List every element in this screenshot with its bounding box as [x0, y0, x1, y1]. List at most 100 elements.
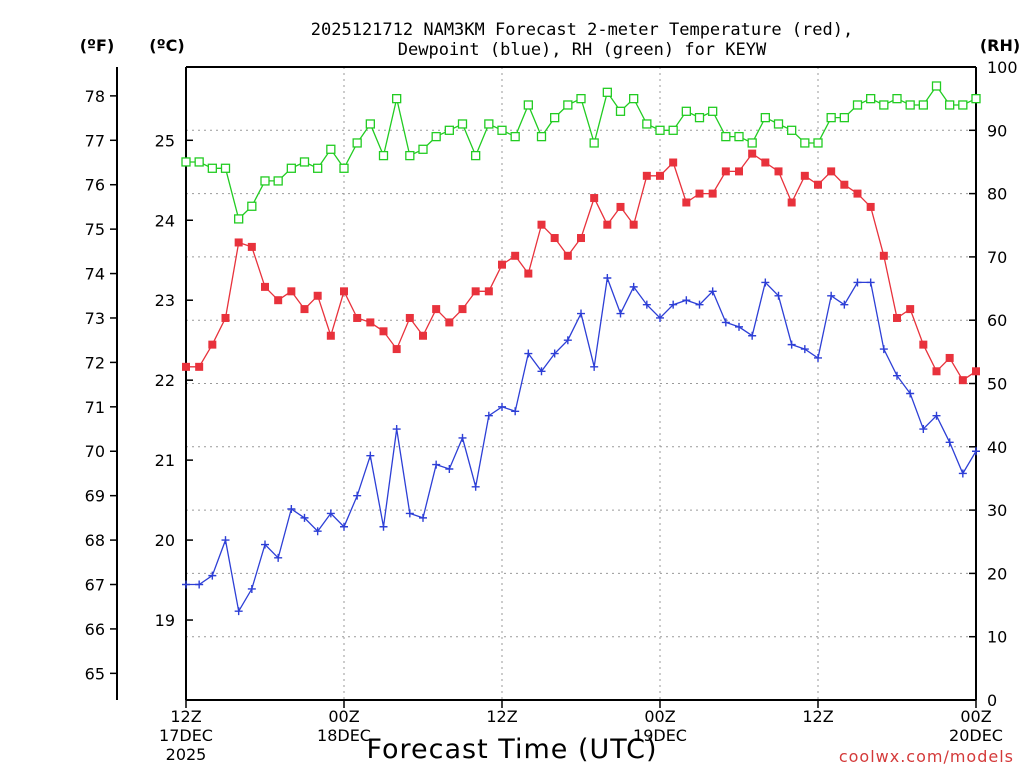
temperature-point [247, 242, 256, 251]
dewpoint-point [866, 278, 875, 287]
chart-title-line-2: Dewpoint (blue), RH (green) for KEYW [398, 40, 767, 60]
dewpoint-point [708, 287, 717, 296]
celsius-tick-label: 22 [155, 371, 175, 390]
rh-point [234, 214, 244, 224]
celsius-tick-label: 23 [155, 291, 175, 310]
rh-point [194, 157, 204, 167]
dewpoint-point [603, 274, 612, 282]
temperature-point [195, 362, 204, 371]
temperature-point [511, 251, 520, 260]
temperature-point [392, 345, 401, 354]
rh-point [326, 144, 336, 154]
dewpoint-point [958, 469, 967, 478]
dewpoint-point [972, 447, 980, 456]
fahrenheit-tick-label: 74 [85, 265, 105, 284]
temperature-point [524, 269, 533, 278]
rh-point [392, 94, 402, 104]
rh-point [418, 144, 428, 154]
dewpoint-point [590, 362, 599, 371]
rh-tick-label: 30 [987, 501, 1007, 520]
temperature-point [300, 305, 309, 314]
fahrenheit-tick-label: 75 [85, 220, 105, 239]
temperature-point [603, 220, 612, 229]
rh-point [471, 150, 481, 161]
rh-point [615, 106, 626, 116]
x-tick-label: 2025 [166, 745, 207, 764]
rh-tick-label: 80 [987, 185, 1007, 204]
rh-point [497, 125, 507, 135]
temperature-point [366, 318, 375, 327]
series-temperature [182, 149, 980, 385]
chart-axes [116, 66, 977, 701]
dewpoint-point [432, 460, 441, 469]
x-tick-label: 00Z [960, 707, 991, 726]
rh-point [365, 119, 375, 129]
dewpoint-point [787, 340, 796, 349]
x-tick-label: 20DEC [949, 726, 1003, 745]
dewpoint-point [405, 509, 414, 518]
temperature-point [814, 180, 822, 189]
temperature-point [616, 202, 625, 211]
dewpoint-point [392, 425, 401, 434]
temperature-point [577, 234, 585, 243]
temperature-point [800, 171, 809, 180]
temperature-point [879, 251, 888, 260]
temperature-point [669, 158, 678, 167]
dewpoint-point [840, 300, 849, 309]
rh-point [958, 100, 968, 110]
rh-point [655, 125, 665, 135]
dewpoint-point [313, 527, 322, 536]
temperature-point [761, 158, 770, 167]
x-tick-label: 18DEC [317, 726, 371, 745]
temperature-point [484, 287, 493, 296]
x-tick-label: 00Z [328, 707, 359, 726]
dewpoint-point [537, 367, 546, 376]
rh-tick-label: 100 [987, 58, 1018, 77]
temperature-point [326, 331, 335, 340]
rh-point [747, 138, 757, 148]
rh-point [905, 100, 915, 110]
temperature-point [313, 291, 322, 300]
dewpoint-point [300, 513, 309, 522]
temperature-point [932, 367, 941, 376]
dewpoint-point [208, 571, 217, 580]
temperature-point [774, 167, 783, 176]
rh-point [629, 94, 639, 104]
temperature-point [840, 180, 849, 189]
unit-rh-label: (RH) [980, 36, 1020, 55]
dewpoint-point [182, 580, 190, 589]
series-rh [181, 81, 981, 224]
rh-point [273, 176, 283, 186]
series-dewpoint [182, 274, 980, 616]
celsius-axis: 19 20 21 22 23 24 25 [155, 131, 193, 630]
temperature-point [182, 362, 190, 371]
x-tick-label: 12Z [170, 707, 201, 726]
temperature-point [735, 167, 743, 176]
rh-point [510, 131, 520, 142]
temperature-point [458, 305, 467, 314]
rh-point [760, 112, 770, 123]
dewpoint-point [261, 540, 269, 549]
dewpoint-point [498, 402, 506, 411]
rh-point [247, 201, 257, 211]
unit-fahrenheit-label: (ºF) [80, 36, 115, 55]
dewpoint-point [326, 509, 335, 518]
series-layer [181, 81, 981, 616]
temperature-point [537, 220, 546, 229]
temperature-point [919, 340, 928, 349]
rh-point [734, 131, 744, 142]
unit-celsius-label: (ºC) [149, 36, 184, 55]
rh-point [800, 138, 810, 148]
fahrenheit-tick-label: 76 [85, 176, 105, 195]
rh-point [207, 163, 217, 173]
dewpoint-point [379, 522, 388, 531]
series-line-temperature [186, 152, 977, 382]
dewpoint-point [800, 345, 809, 354]
dewpoint-point [353, 491, 362, 500]
rh-point [536, 131, 547, 142]
rh-tick-label: 10 [987, 628, 1007, 647]
dewpoint-point [748, 331, 757, 340]
temperature-point [208, 340, 217, 349]
x-axis-label: Forecast Time (UTC) [366, 734, 657, 765]
celsius-tick-label: 25 [155, 131, 175, 150]
